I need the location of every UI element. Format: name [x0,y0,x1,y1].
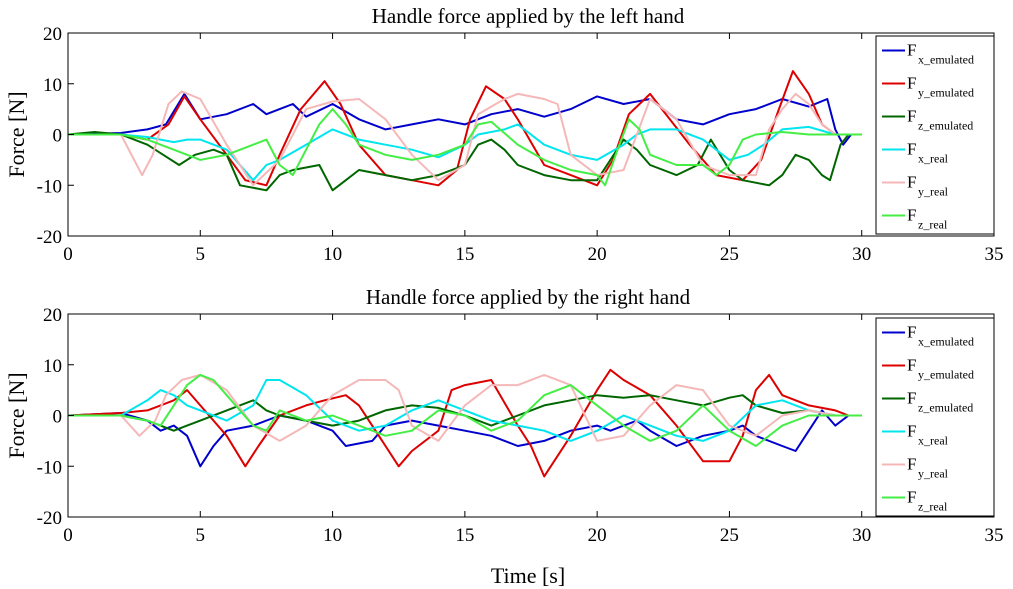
y-tick-label: 0 [53,126,63,147]
series-line-y-real [68,373,862,442]
chart-panel-2: 0 5 10 15 20 25 30 35 20 10 0 -10 -20 Handle force ap… [4,285,1004,588]
x-tick-label: 5 [196,525,206,546]
x-tick-label: 0 [63,244,73,265]
x-tick-label: 10 [323,525,342,546]
y-tick-label: 0 [53,407,63,428]
y-tick-label: -10 [37,176,62,197]
legend-label-subscript: x_emulated [918,335,974,349]
y-tick-label: -20 [37,508,62,529]
legend-label-subscript: z_emulated [918,119,973,133]
legend-label-subscript: x_real [918,434,949,448]
x-tick-label: 15 [455,244,474,265]
chart-title: Handle force applied by the right hand [366,285,691,309]
series-line-x-real [68,379,862,442]
legend-label-subscript: y_real [918,467,949,481]
legend-label: F [907,323,916,342]
x-tick-label: 30 [852,244,871,265]
series-line-y-emulated [68,70,862,187]
x-tick-label: 20 [588,244,607,265]
series-line-x-emulated [67,409,862,468]
chart-panel-1: 0 5 10 15 20 25 30 35 20 10 0 -10 -20 Handle force ap… [4,4,1004,265]
y-tick-label: -20 [37,227,62,248]
y-tick-label: 10 [43,75,62,96]
series-line-z-real [68,373,862,447]
x-tick-label: 20 [588,525,607,546]
series-line-y-emulated [67,368,862,478]
legend-label-subscript: y_real [918,185,949,199]
legend-label: F [907,356,916,375]
legend-label: F [907,74,916,93]
x-tick-label: 15 [455,525,474,546]
legend-label: F [907,488,916,507]
legend-label-subscript: y_emulated [918,368,974,382]
legend-label-subscript: z_emulated [918,401,973,415]
y-tick-label: 20 [43,24,62,45]
legend-label: F [907,206,916,225]
legend-label: F [907,422,916,441]
legend-label: F [907,107,916,126]
x-tick-label: 30 [852,525,871,546]
series-line-y-real [68,90,862,187]
legend-label-subscript: z_real [918,218,948,232]
legend-label: F [907,455,916,474]
x-tick-label: 25 [720,244,739,265]
x-axis-label: Time [s] [491,563,565,588]
y-tick-label: -10 [37,457,62,478]
legend-label-subscript: x_emulated [918,53,974,67]
x-tick-label: 35 [985,244,1004,265]
x-tick-label: 25 [720,525,739,546]
legend-label: F [907,173,916,192]
legend-label-subscript: z_real [918,500,948,514]
legend-label: F [907,41,916,60]
chart-title: Handle force applied by the left hand [372,4,685,28]
legend-label: F [907,389,916,408]
x-tick-label: 5 [196,244,206,265]
y-tick-label: 20 [43,305,62,326]
series-line-x-emulated [67,92,862,146]
y-axis-label: Force [N] [4,91,29,177]
legend-box [875,317,995,517]
x-tick-label: 10 [323,244,342,265]
legend-box [875,35,995,235]
series-line-z-emulated [67,131,862,192]
y-axis-label: Force [N] [4,372,29,458]
x-tick-label: 35 [985,525,1004,546]
legend-label-subscript: x_real [918,152,949,166]
x-tick-label: 0 [63,525,73,546]
series-line-z-real [68,108,862,187]
series-line-x-real [68,123,862,182]
legend-label-subscript: y_emulated [918,86,974,100]
y-tick-label: 10 [43,356,62,377]
legend-label: F [907,140,916,159]
